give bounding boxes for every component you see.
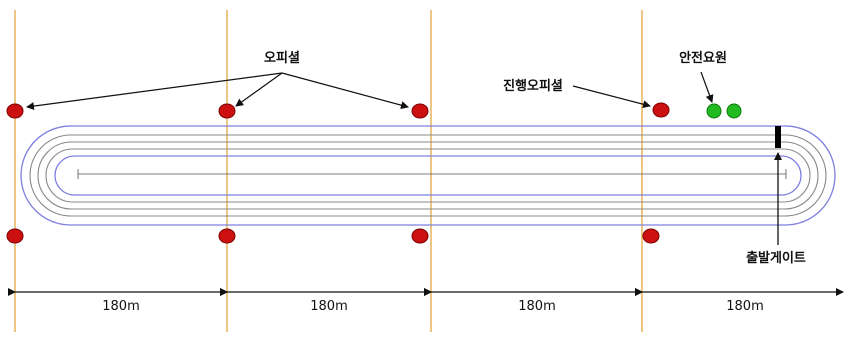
officials-arrow xyxy=(235,72,283,107)
officials-arrow xyxy=(281,72,409,110)
label-arrows xyxy=(26,71,714,111)
track xyxy=(20,125,836,226)
guide-lines xyxy=(14,10,643,332)
head-official-arrow xyxy=(572,85,651,109)
head-official-label: 진행오피셜 xyxy=(503,78,563,94)
track-inner-border xyxy=(54,155,802,196)
official-markers xyxy=(6,102,670,244)
track-lane xyxy=(29,134,827,217)
official-marker xyxy=(411,228,429,244)
safety-staff-markers xyxy=(706,103,742,119)
distance-label: 180m xyxy=(102,299,139,314)
safety-staff-marker xyxy=(726,103,742,119)
officials-arrow xyxy=(26,72,283,111)
start-gate-label: 출발게이트 xyxy=(746,250,806,266)
track-lane xyxy=(37,141,819,210)
safety-staff-label: 안전요원 xyxy=(679,50,727,66)
track-outer-border xyxy=(20,125,836,226)
official-marker xyxy=(411,103,429,119)
official-marker xyxy=(6,228,24,244)
official-marker xyxy=(218,228,236,244)
official-marker xyxy=(218,103,236,119)
officials-label: 오피셜 xyxy=(264,50,300,66)
safety-staff-arrow xyxy=(700,71,714,103)
head-official-marker xyxy=(652,102,670,118)
distance-label: 180m xyxy=(726,299,763,314)
safety-staff-marker xyxy=(706,103,722,119)
distance-label: 180m xyxy=(310,299,347,314)
official-marker xyxy=(642,228,660,244)
official-marker xyxy=(6,103,24,119)
distance-label: 180m xyxy=(518,299,555,314)
start-gate xyxy=(775,126,781,148)
track-lane xyxy=(45,148,811,203)
